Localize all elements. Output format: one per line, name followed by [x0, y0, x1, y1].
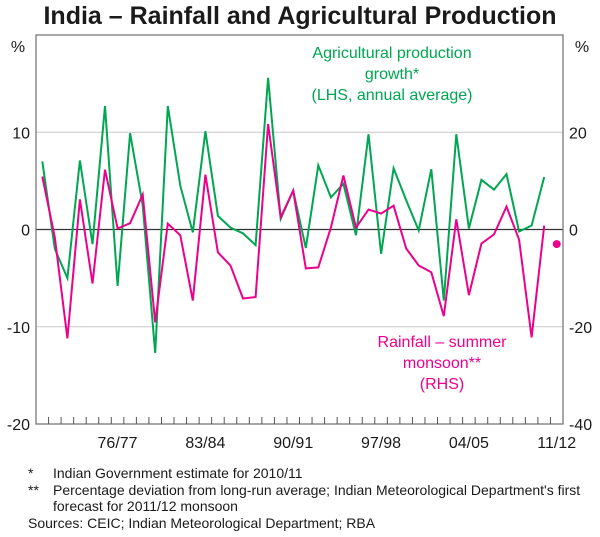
x-tick-label: 04/05	[449, 435, 489, 452]
right-tick-label: -40	[569, 417, 592, 434]
footnote-text: Percentage deviation from long-run avera…	[53, 481, 581, 515]
agri-label-line: (LHS, annual average)	[312, 87, 473, 104]
footnotes: * Indian Government estimate for 2010/11…	[28, 465, 600, 531]
footnote-2: ** Percentage deviation from long-run av…	[28, 482, 600, 515]
sources: Sources: CEIC; Indian Meteorological Dep…	[28, 514, 376, 531]
footnote-mark: *	[28, 465, 34, 481]
chart: India – Rainfall and Agricultural Produc…	[7, 2, 592, 452]
agri-label-line: Agricultural production	[312, 45, 471, 62]
left-tick-label: -10	[7, 320, 30, 337]
left-tick-label: 0	[21, 223, 30, 240]
rainfall-label-line: Rainfall – summer	[378, 334, 508, 351]
chart-title: India – Rainfall and Agricultural Produc…	[43, 2, 556, 30]
agri-growth-line	[41, 77, 546, 354]
rainfall-label-line: monsoon**	[403, 355, 481, 372]
x-tick-label: 11/12	[537, 435, 576, 452]
left-tick-label: 10	[12, 125, 30, 142]
rainfall-line	[41, 123, 546, 339]
left-axis-unit: %	[11, 39, 25, 56]
x-tick-label: 83/84	[185, 435, 225, 452]
footnote-1: * Indian Government estimate for 2010/11	[28, 465, 600, 482]
left-tick-label: -20	[7, 417, 30, 434]
right-axis-unit: %	[575, 39, 589, 56]
footnote-mark: **	[28, 481, 39, 498]
right-tick-label: -20	[569, 320, 592, 337]
rainfall-label-line: (RHS)	[420, 376, 464, 393]
right-tick-label: 0	[569, 223, 578, 240]
x-tick-label: 97/98	[361, 435, 401, 452]
rainfall-forecast-dot	[552, 240, 561, 249]
right-tick-label: 20	[569, 125, 587, 142]
x-tick-label: 76/77	[98, 435, 138, 452]
footnote-text: Indian Government estimate for 2010/11	[53, 465, 303, 481]
series-labels: Agricultural production growth* (LHS, annu…	[312, 45, 508, 393]
series-lines	[41, 77, 561, 354]
x-tick-label: 90/91	[273, 435, 313, 452]
axes: -20 -10 0 10 -40 -20 0 20 76/77 83/84 90/91 97/98 04…	[7, 34, 592, 452]
agri-label-line: growth*	[365, 66, 419, 83]
